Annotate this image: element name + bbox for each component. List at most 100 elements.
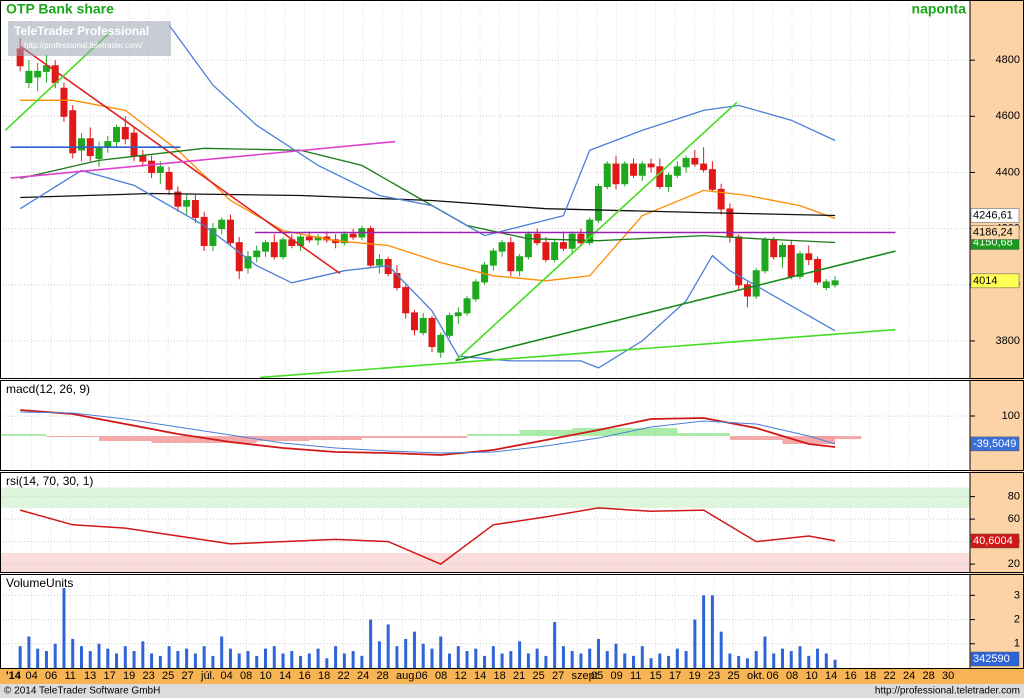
x-tick-label: 11	[630, 670, 641, 682]
marks-layer: '14 04 06 11 13 17 19 23 25 27 júl. 04 08 10 14 16 18 22 2…	[0, 24, 954, 682]
histogram-bar	[729, 436, 783, 440]
x-tick-label: okt.	[747, 670, 765, 682]
volume-bar	[509, 651, 513, 668]
candle-body	[200, 216, 208, 246]
volume-bar	[588, 648, 592, 668]
volume-bar	[18, 646, 22, 668]
x-tick-label: 11	[65, 670, 76, 682]
volume-bar	[228, 648, 232, 668]
last-value-label: 40,6004	[973, 535, 1013, 547]
candle-body	[516, 256, 524, 272]
candle-body	[630, 163, 638, 176]
candle-body	[647, 163, 655, 168]
candle-body	[104, 141, 112, 148]
volume-bar	[728, 653, 732, 668]
histogram-bar	[467, 434, 520, 436]
volume-bar	[325, 658, 329, 668]
moving-line	[20, 192, 836, 217]
volume-bar	[377, 641, 381, 668]
grid-layer	[0, 0, 970, 668]
chart-subtitle: naponta	[912, 1, 967, 17]
histogram-bar	[151, 436, 205, 443]
x-tick-label: 19	[689, 670, 701, 682]
candle-body	[717, 188, 725, 210]
right-axis-bg	[970, 0, 1024, 668]
candle-body	[708, 169, 716, 190]
volume-bar	[579, 653, 583, 668]
histogram-bar	[572, 428, 625, 436]
volume-bar	[360, 655, 364, 668]
volume-bar	[605, 651, 609, 668]
candle-body	[279, 239, 287, 258]
candle-body	[218, 219, 226, 230]
x-tick-label: 18	[318, 670, 330, 682]
volume-bar	[561, 646, 565, 668]
histogram-bar	[99, 436, 152, 441]
candle-body	[621, 163, 629, 185]
candle-body	[349, 233, 357, 238]
volume-bar	[307, 653, 311, 668]
candle-body	[752, 270, 760, 297]
volume-bar	[667, 655, 671, 668]
volume-bar	[412, 631, 416, 668]
x-tick-label: 10	[260, 670, 272, 682]
x-tick-label: 13	[84, 670, 96, 682]
x-axis-bg	[0, 668, 1024, 684]
candle-body	[524, 233, 532, 258]
candle-body	[778, 244, 786, 258]
candle-body	[612, 163, 620, 185]
volume-bar	[500, 653, 504, 668]
y-tick-label: 3	[1014, 589, 1020, 601]
volume-bar	[702, 595, 706, 668]
volume-bar	[448, 653, 452, 668]
candle-body	[270, 242, 278, 258]
trend-line	[19, 45, 341, 275]
y-tick-label: 3800	[996, 335, 1020, 347]
volume-bar	[27, 636, 31, 668]
candle-body	[787, 244, 795, 277]
x-tick-label: 22	[338, 670, 350, 682]
volume-bar	[456, 646, 460, 668]
x-tick-label: 27	[552, 670, 564, 682]
x-tick-label: 09	[611, 670, 623, 682]
candle-body	[226, 219, 234, 244]
histogram-bar	[677, 433, 730, 436]
volume-bar	[150, 653, 154, 668]
candle-body	[700, 163, 708, 171]
x-tick-label: 17	[669, 670, 681, 682]
candle-body	[463, 298, 471, 314]
volume-bar	[640, 646, 644, 668]
x-tick-label: 24	[357, 670, 369, 682]
candle-body	[507, 242, 515, 272]
volume-bar	[386, 624, 390, 668]
candle-body	[586, 219, 594, 244]
volume-bar	[79, 646, 83, 668]
candle-body	[805, 253, 813, 261]
candle-body	[130, 132, 138, 157]
histogram-bar	[414, 436, 468, 438]
last-value-label: -39,5049	[973, 438, 1016, 450]
trend-value-label-box	[970, 225, 1020, 240]
y-tick-label: 20	[1008, 558, 1020, 570]
watermark-box	[8, 21, 171, 56]
last-close-label-box	[970, 273, 1020, 289]
x-tick-label: 21	[513, 670, 525, 682]
candle-body	[551, 242, 559, 261]
x-tick-label: 17	[104, 670, 116, 682]
trend-line	[260, 328, 896, 379]
volume-bar	[421, 643, 425, 668]
last-value-label-box	[970, 533, 1020, 549]
candle-body	[419, 317, 427, 334]
volume-bar	[789, 651, 793, 668]
y-tick-label: 100	[1002, 410, 1020, 422]
volume-bar	[395, 646, 399, 668]
candle-body	[375, 259, 383, 266]
trend-line	[10, 140, 396, 179]
x-tick-label: '14	[6, 670, 22, 682]
x-tick-label: 25	[533, 670, 545, 682]
volume-bar	[710, 595, 714, 668]
panel-title: macd(12, 26, 9)	[6, 382, 90, 396]
candle-body	[577, 233, 585, 244]
volume-bar	[53, 643, 57, 668]
histogram-bar	[256, 436, 310, 441]
